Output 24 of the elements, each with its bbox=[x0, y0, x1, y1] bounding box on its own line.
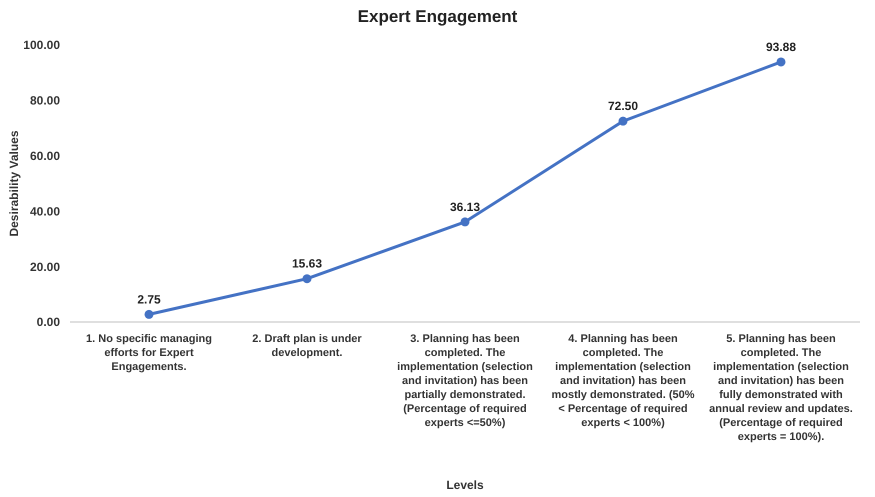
point bbox=[618, 116, 628, 126]
x-tick-label: 2. Draft plan is under development. bbox=[252, 333, 362, 359]
data-label: 2.75 bbox=[137, 292, 161, 306]
data-label: 72.50 bbox=[608, 99, 638, 114]
point bbox=[144, 310, 154, 319]
x-tick-label: 5. Planning has been completed. The implementation (selection and invitation) has been fully demonstrated with annual review and updates. (Percentage of required experts = 100%). bbox=[709, 333, 853, 443]
chart-title: Expert Engagement bbox=[358, 7, 518, 26]
point bbox=[776, 57, 786, 66]
x-tick-label: 3. Planning has been completed. The implementation (selection and invitation) has been partially demonstrated. (Percentage of required experts <=50%) bbox=[397, 333, 534, 429]
y-axis-title: Desirability Values bbox=[7, 130, 21, 237]
y-tick-label: 80.00 bbox=[30, 94, 60, 108]
point bbox=[302, 274, 312, 284]
y-tick-label: 40.00 bbox=[30, 204, 60, 218]
y-tick-label: 20.00 bbox=[30, 260, 60, 274]
data-label: 15.63 bbox=[292, 256, 322, 271]
point bbox=[460, 217, 470, 226]
y-tick-label: 0.00 bbox=[36, 315, 60, 330]
data-label: 93.88 bbox=[766, 40, 796, 54]
x-tick-label: 4. Planning has been completed. The implementation (selection and invitation) has been mostly demonstrated. (50% < Percentage of required experts < 100%) bbox=[551, 333, 695, 429]
y-tick-label: 60.00 bbox=[30, 149, 60, 163]
data-label: 36.13 bbox=[450, 200, 480, 214]
y-tick-label: 100.00 bbox=[23, 38, 60, 52]
x-tick-label: 1. No specific managing efforts for Expert Engagements. bbox=[86, 333, 212, 373]
x-axis-title: Levels bbox=[446, 478, 484, 492]
